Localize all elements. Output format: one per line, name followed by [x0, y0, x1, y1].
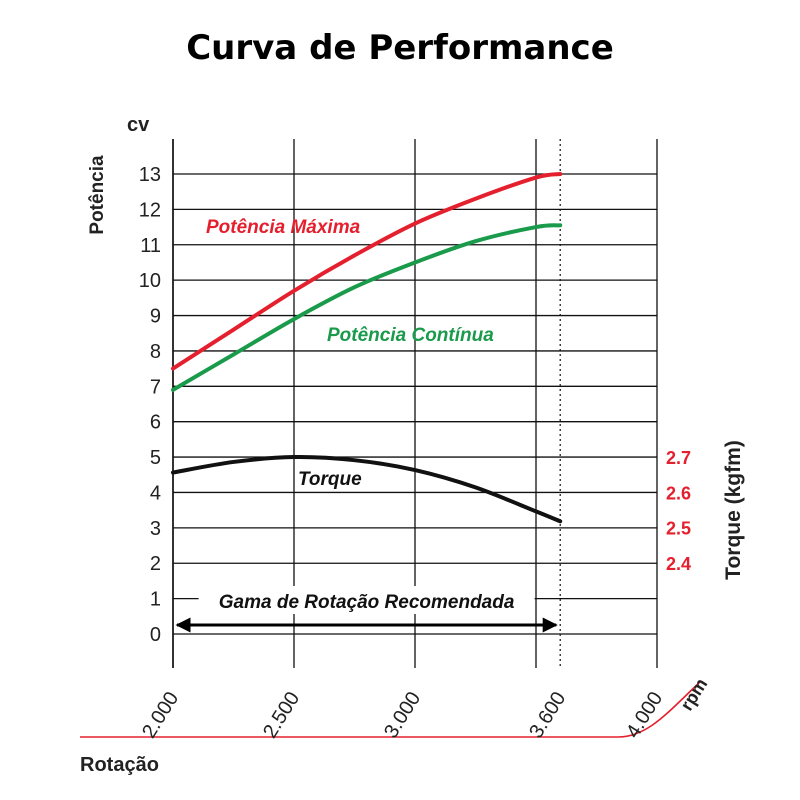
y-tick-label: 12 — [139, 199, 161, 221]
y-tick-label: 0 — [150, 624, 161, 646]
x-tick-label: 3.600 — [525, 688, 570, 742]
y2-tick-label: 2.4 — [666, 554, 691, 574]
y2-tick-label: 2.7 — [666, 448, 691, 468]
y-axis-title: Potência — [87, 155, 108, 235]
x-tick-label: 2.000 — [138, 688, 183, 742]
y-tick-label: 9 — [150, 306, 161, 328]
label-torque: Torque — [298, 469, 362, 490]
range-label: Gama de Rotação Recomendada — [219, 592, 515, 613]
y2-tick-label: 2.6 — [666, 483, 691, 503]
series-potencia-continua — [171, 223, 563, 392]
y-tick-label: 3 — [150, 518, 161, 540]
y-tick-label: 13 — [139, 164, 161, 186]
x-unit-label: rpm — [676, 675, 711, 714]
y2-tick-label: 2.5 — [666, 519, 691, 539]
y-tick-label: 8 — [150, 341, 161, 363]
rotation-axis-line — [80, 681, 701, 738]
label-potencia-continua: Potência Contínua — [327, 325, 494, 346]
y2-axis-title: Torque (kgfm) — [722, 440, 745, 580]
y-tick-label: 2 — [150, 553, 161, 575]
series-lines — [171, 172, 563, 633]
y-tick-label: 6 — [150, 412, 161, 434]
x-axis-title: Rotação — [80, 754, 159, 776]
y-tick-label: 10 — [139, 270, 161, 292]
y-unit-label: cv — [127, 114, 150, 136]
series-potencia-maxima — [171, 172, 563, 371]
y-tick-label: 4 — [150, 482, 161, 504]
x-tick-label: 3.000 — [380, 688, 425, 742]
series-torque — [171, 454, 563, 524]
y-tick-label: 7 — [150, 376, 161, 398]
label-potencia-maxima: Potência Máxima — [206, 217, 361, 238]
y-tick-label: 11 — [140, 235, 161, 257]
axes — [80, 139, 701, 738]
y-tick-label: 5 — [150, 447, 161, 469]
y-tick-label: 1 — [150, 589, 161, 611]
chart-title: Curva de Performance — [186, 28, 614, 68]
x-tick-label: 2.500 — [259, 688, 304, 742]
x-tick-label: 4.000 — [622, 688, 667, 742]
range-label-bg — [198, 586, 535, 614]
